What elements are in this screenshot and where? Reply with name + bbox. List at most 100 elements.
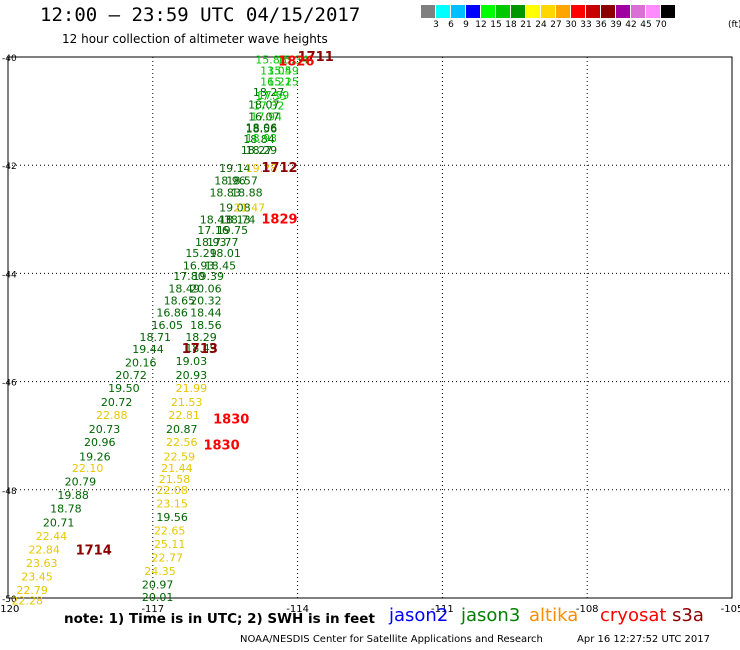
wave-height-value: 18.78 xyxy=(50,503,82,516)
wave-height-value: 22.88 xyxy=(96,409,128,422)
scale-label: 27 xyxy=(550,20,562,30)
scale-label: 18 xyxy=(505,20,517,30)
scale-label: 12 xyxy=(475,20,487,30)
scale-swatch xyxy=(616,5,631,18)
scale-label: 9 xyxy=(463,20,469,30)
wave-height-value: 18.27 xyxy=(241,144,273,157)
wave-height-value: 19.26 xyxy=(79,450,111,463)
wave-height-value: 17.32 xyxy=(253,100,285,113)
x-tick-label: -120 xyxy=(0,604,19,615)
chart-subtitle: 12 hour collection of altimeter wave hei… xyxy=(62,32,328,46)
wave-height-value: 22.77 xyxy=(152,551,184,564)
scale-swatch xyxy=(496,5,511,18)
wave-height-value: 19.50 xyxy=(108,382,140,395)
wave-height-value: 18.43 xyxy=(200,213,232,226)
wave-height-value: 20.73 xyxy=(89,423,121,436)
wave-height-value: 21.58 xyxy=(159,473,191,486)
wave-height-value: 16.93 xyxy=(183,259,215,272)
pass-time-label: 1713 xyxy=(182,342,218,357)
wave-height-value: 20.97 xyxy=(142,578,174,591)
scale-swatch xyxy=(541,5,556,18)
wave-height-value: 19.14 xyxy=(219,162,251,175)
wave-height-value: 17.77 xyxy=(207,236,239,249)
wave-height-value: 18.56 xyxy=(246,122,278,135)
wave-height-value: 18.01 xyxy=(209,247,241,260)
scale-label: 39 xyxy=(610,20,622,30)
scale-swatch xyxy=(421,5,436,18)
wave-height-value: 22.44 xyxy=(36,530,68,543)
wave-height-value: 16.21 xyxy=(260,75,292,88)
wave-height-value: 19.03 xyxy=(176,355,208,368)
scale-label: 24 xyxy=(535,20,547,30)
wave-height-value: 22.56 xyxy=(166,436,198,449)
wave-height-value: 18.84 xyxy=(243,133,275,146)
wave-height-value: 18.45 xyxy=(205,259,237,272)
wave-height-value: 18.93 xyxy=(246,132,278,145)
wave-height-value: 20.16 xyxy=(125,357,157,370)
wave-height-value: 17.55 xyxy=(255,90,287,103)
pass-time-label: 1712 xyxy=(261,161,297,176)
y-tick-label: -46 xyxy=(2,379,17,389)
wave-height-value: 18.74 xyxy=(224,213,256,226)
wave-height-value: 19.75 xyxy=(217,224,249,237)
wave-height-value: 22.79 xyxy=(16,584,48,597)
wave-height-value: 15.88 xyxy=(255,54,287,67)
wave-height-value: 24.35 xyxy=(144,565,176,578)
wave-height-value: 20.01 xyxy=(142,591,174,604)
wave-height-value: 18.49 xyxy=(185,342,217,355)
wave-height-value: 20.96 xyxy=(84,436,116,449)
wave-height-value: 15.25 xyxy=(267,75,299,88)
wave-height-value: 20.93 xyxy=(176,369,208,382)
wave-height-value: 19.08 xyxy=(219,201,251,214)
scale-swatch xyxy=(451,5,466,18)
scale-swatch xyxy=(571,5,586,18)
footer-credit: NOAA/NESDIS Center for Satellite Applica… xyxy=(240,634,543,645)
wave-height-value: 13.05 xyxy=(260,65,292,78)
wave-height-value: 22.81 xyxy=(168,409,200,422)
color-scale-bar xyxy=(421,5,676,18)
legend-s3a: s3a xyxy=(672,605,704,626)
wave-height-value: 16.05 xyxy=(152,319,184,332)
wave-height-value: 23.15 xyxy=(156,497,188,510)
scale-swatch xyxy=(556,5,571,18)
wave-height-value: 25.11 xyxy=(154,538,186,551)
x-tick-label: -111 xyxy=(431,604,454,615)
wave-height-value: 18.88 xyxy=(231,186,263,199)
wave-height-value: 22.59 xyxy=(164,450,196,463)
wave-height-value: 21.44 xyxy=(161,462,193,475)
wave-height-value: 18.96 xyxy=(214,174,246,187)
legend-jason2: jason2 xyxy=(389,605,449,626)
scale-label: 3 xyxy=(433,20,439,30)
wave-height-value: 17.16 xyxy=(197,224,229,237)
scale-swatch xyxy=(646,5,661,18)
x-tick-label: -114 xyxy=(286,604,309,615)
scale-label: 30 xyxy=(565,20,577,30)
scale-label: 42 xyxy=(625,20,637,30)
y-tick-label: -40 xyxy=(2,54,17,64)
legend-altika: altika xyxy=(529,605,579,626)
x-tick-label: -117 xyxy=(141,604,164,615)
wave-height-value: 20.71 xyxy=(43,516,75,529)
scale-label: 15 xyxy=(490,20,502,30)
wave-height-value: 20.72 xyxy=(101,396,133,409)
wave-height-value: 22.28 xyxy=(12,595,44,608)
wave-height-value: 18.93 xyxy=(195,236,227,249)
wave-height-value: 18.65 xyxy=(164,294,196,307)
scale-label: 21 xyxy=(520,20,532,30)
wave-height-value: 18.13 xyxy=(219,213,251,226)
scale-swatch xyxy=(586,5,601,18)
wave-height-value: 20.87 xyxy=(166,423,198,436)
wave-height-value: 18.57 xyxy=(226,174,258,187)
x-tick-label: -105 xyxy=(721,604,740,615)
wave-height-value: 18.29 xyxy=(185,331,217,344)
wave-height-value: 20.79 xyxy=(65,476,97,489)
legend-jason3: jason3 xyxy=(461,605,521,626)
wave-height-value: 15.29 xyxy=(185,247,217,260)
wave-height-value: 19.39 xyxy=(193,270,225,283)
footer-timestamp: Apr 16 12:27:52 UTC 2017 xyxy=(577,634,710,645)
wave-height-value: 18.06 xyxy=(246,121,278,134)
wave-height-value: 22.10 xyxy=(72,462,104,475)
plot-frame xyxy=(7,56,733,599)
